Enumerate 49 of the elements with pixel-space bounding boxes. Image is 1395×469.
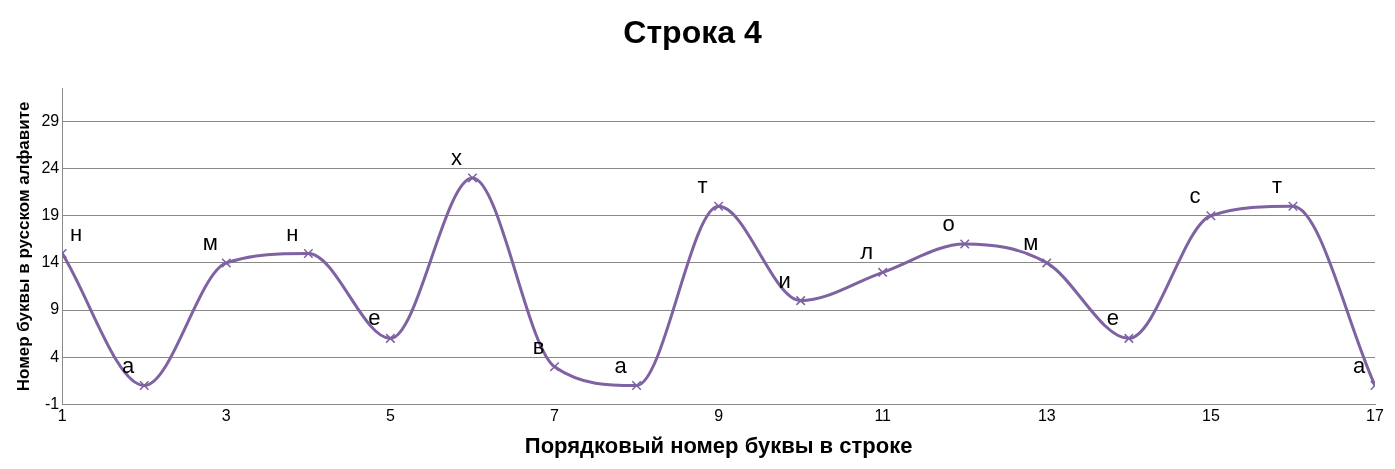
data-label: с [1189, 182, 1201, 208]
data-label: м [202, 229, 218, 255]
data-label: т [697, 173, 708, 199]
x-tick-label: 7 [550, 407, 560, 425]
y-tick-label: 24 [41, 158, 60, 176]
x-tick-label: 13 [1037, 407, 1056, 425]
data-label: м [1023, 229, 1039, 255]
point [221, 257, 232, 268]
chart-title: Строка 4 [623, 14, 762, 51]
point [385, 333, 396, 344]
point [549, 361, 560, 372]
point [795, 295, 806, 306]
point [467, 173, 478, 184]
point [1205, 210, 1216, 221]
x-tick-label: 3 [221, 407, 231, 425]
point [959, 239, 970, 250]
y-tick-label: 19 [41, 206, 60, 224]
point [139, 380, 150, 391]
data-label: н [286, 220, 299, 246]
y-tick-label: 4 [50, 347, 60, 365]
point [713, 201, 724, 212]
point [303, 248, 314, 259]
x-tick-label: 11 [874, 407, 892, 425]
data-label: е [368, 305, 381, 331]
y-tick-label: 9 [50, 300, 60, 318]
data-label: и [778, 267, 791, 293]
data-label: х [450, 145, 462, 171]
x-tick-label: 15 [1202, 407, 1220, 425]
data-label: а [1352, 352, 1366, 378]
y-tick-label: 14 [41, 253, 60, 271]
point [1041, 257, 1052, 268]
y-tick-label: 29 [41, 111, 60, 129]
x-axis-title: Порядковый номер буквы в строке [524, 432, 913, 458]
data-label: о [942, 211, 955, 237]
point [631, 380, 642, 391]
data-label: т [1271, 173, 1282, 199]
point [877, 267, 888, 278]
x-tick-label: 9 [714, 407, 724, 425]
data-label: а [614, 352, 628, 378]
x-tick-label: 5 [385, 407, 395, 425]
x-tick-label: 17 [1366, 407, 1384, 425]
data-label: л [860, 239, 874, 265]
point [1123, 333, 1134, 344]
data-label: а [122, 352, 136, 378]
y-axis-title: Номер буквы в русском алфавите [13, 101, 33, 392]
point [1287, 201, 1298, 212]
data-label: е [1106, 305, 1119, 331]
y-tick-label: -1 [44, 394, 60, 412]
data-label: н [70, 220, 83, 246]
